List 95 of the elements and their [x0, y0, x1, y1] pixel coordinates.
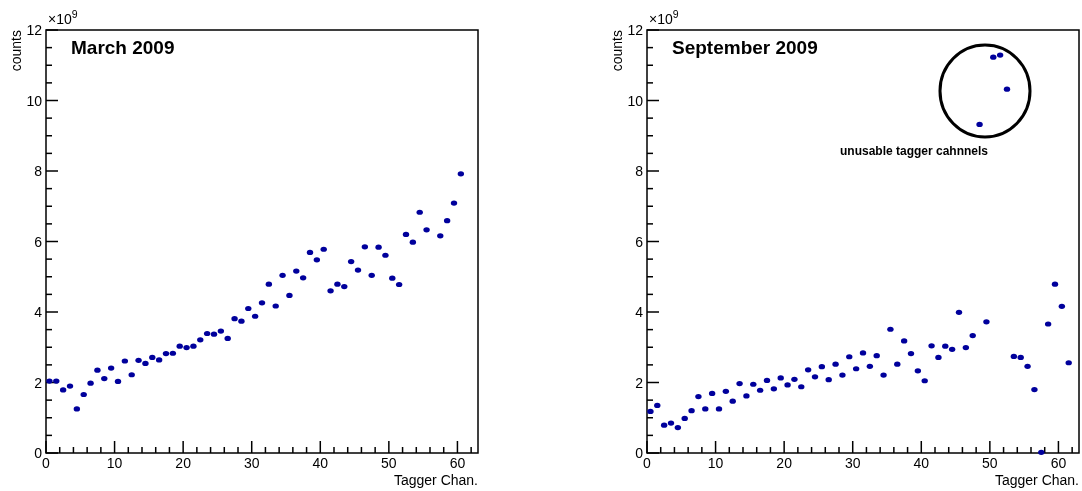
x-tick-label: 30 [243, 455, 260, 471]
x-tick-label: 20 [776, 455, 793, 471]
y-tick-label: 2 [635, 374, 644, 391]
point [203, 330, 211, 337]
point [306, 249, 314, 256]
point [66, 383, 74, 389]
point [402, 231, 410, 238]
y-tick-label: 0 [34, 445, 43, 461]
point [382, 252, 389, 258]
y-tick-label: 4 [34, 304, 43, 320]
point [210, 331, 218, 337]
point [265, 281, 273, 287]
point [107, 365, 115, 371]
point [361, 244, 369, 250]
point [416, 209, 423, 215]
point [238, 318, 245, 324]
point [162, 351, 170, 357]
point [450, 200, 458, 206]
point [457, 171, 465, 177]
chart-title: September 2009 [672, 37, 818, 58]
point [347, 258, 355, 265]
point [279, 272, 286, 278]
point [128, 372, 135, 378]
point [190, 343, 197, 349]
point [231, 316, 238, 322]
point [320, 246, 327, 252]
point [135, 357, 142, 363]
point [327, 288, 334, 294]
y-tick-label: 12 [627, 22, 644, 38]
point [73, 406, 81, 412]
point [149, 354, 156, 361]
point [313, 257, 321, 263]
chart-title: March 2009 [71, 37, 175, 58]
point [258, 300, 266, 306]
point [46, 378, 53, 384]
point [197, 337, 204, 343]
point [142, 360, 149, 367]
x-tick-label: 60 [449, 455, 466, 471]
point [87, 380, 94, 386]
text: ×10$^{9}$ [649, 8, 679, 27]
point [80, 391, 87, 398]
y-axis-title: counts [609, 30, 625, 72]
y-tick-label: 10 [627, 92, 644, 109]
y-tick-label: 10 [26, 92, 43, 109]
point [341, 284, 348, 290]
point [245, 305, 252, 312]
point [423, 227, 430, 233]
point [375, 244, 382, 250]
text: ×10$^{9}$ [48, 8, 78, 27]
point [272, 303, 279, 309]
y-tick-label: 6 [34, 233, 43, 250]
point [251, 313, 259, 319]
point [169, 350, 177, 356]
point [224, 335, 231, 342]
point [183, 345, 190, 351]
point [368, 272, 375, 278]
x-tick-label: 10 [106, 455, 123, 471]
point [299, 275, 307, 281]
point [437, 233, 444, 239]
point [121, 358, 129, 364]
x-tick-label: 50 [381, 455, 397, 471]
y-tick-label: 8 [34, 163, 43, 179]
x-tick-label: 40 [913, 455, 930, 471]
y-axis-title: counts [8, 30, 24, 72]
x-tick-label: 20 [175, 455, 192, 471]
y-tick-label: 12 [26, 22, 43, 38]
point [409, 239, 417, 245]
annotation: unusable tagger cahnnels [839, 144, 989, 158]
point [334, 281, 341, 287]
x-tick-label: 60 [1050, 455, 1067, 471]
point [286, 292, 293, 299]
y-tick-label: 4 [635, 304, 644, 320]
x-axis-title: Tagger Chan. [393, 472, 478, 488]
point [94, 367, 101, 373]
point [176, 343, 183, 349]
x-tick-label: 40 [312, 455, 329, 471]
point [395, 281, 403, 288]
y-tick-label: 2 [34, 374, 43, 391]
point [443, 218, 451, 224]
point [389, 275, 396, 281]
point [217, 328, 225, 334]
x-tick-label: 50 [982, 455, 998, 471]
y-tick-label: 0 [635, 445, 644, 461]
y-tick-label: 8 [635, 163, 644, 179]
point [354, 267, 362, 273]
x-tick-label: 10 [707, 455, 724, 471]
point [53, 378, 60, 384]
point [155, 357, 163, 363]
x-axis-title: Tagger Chan. [994, 472, 1079, 488]
point [59, 387, 67, 393]
x-tick-label: 30 [844, 455, 861, 471]
point [293, 268, 300, 274]
y-tick-label: 6 [635, 233, 644, 250]
point [114, 378, 122, 385]
point [101, 376, 108, 382]
